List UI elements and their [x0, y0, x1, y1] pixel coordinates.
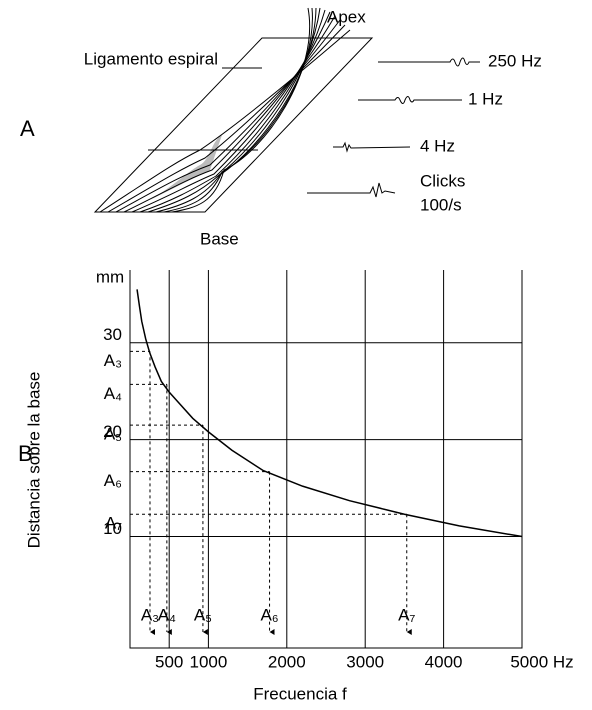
point-label: A₄ [158, 605, 176, 624]
point-label: A₆ [260, 605, 278, 624]
x-tick-label: 5000 Hz [510, 652, 573, 671]
x-tick-label: 1000 [189, 652, 227, 671]
stimulus-label: 100/s [420, 195, 462, 214]
point-label: A₆ [104, 471, 122, 490]
point-label: A₅ [104, 425, 122, 444]
x-tick-label: 4000 [425, 652, 463, 671]
point-label: A₅ [194, 605, 212, 624]
point-label: A₄ [104, 384, 122, 403]
curve [136, 289, 523, 538]
x-tick-label: 2000 [268, 652, 306, 671]
ligament-label: Ligamento espiral [84, 49, 218, 68]
base-label: Base [200, 229, 239, 248]
y-tick-label: 20 [103, 422, 122, 441]
stimulus-label: 250 Hz [488, 51, 542, 70]
y-tick-label: 30 [103, 325, 122, 344]
x-tick-label: 500 [155, 652, 183, 671]
panel-label: A [20, 116, 35, 141]
point-label: A₃ [141, 605, 159, 624]
y-unit: mm [96, 267, 124, 286]
point-label: A₃ [104, 351, 122, 370]
point-label: A₇ [105, 514, 122, 533]
y-tick-label: 10 [103, 519, 122, 538]
stimulus-label: 1 Hz [468, 89, 503, 108]
plot-frame [129, 270, 523, 649]
x-tick-label: 3000 [346, 652, 384, 671]
stimulus-label: Clicks [420, 171, 465, 190]
y-axis-title: Distancia sobre la base [24, 372, 43, 549]
panel-label: B [18, 441, 33, 466]
cochlea-diagram [93, 7, 480, 213]
stimulus-label: 4 Hz [420, 136, 455, 155]
apex-label: Apex [327, 7, 366, 26]
point-label: A₇ [398, 605, 415, 624]
x-axis-title: Frecuencia f [253, 684, 347, 703]
